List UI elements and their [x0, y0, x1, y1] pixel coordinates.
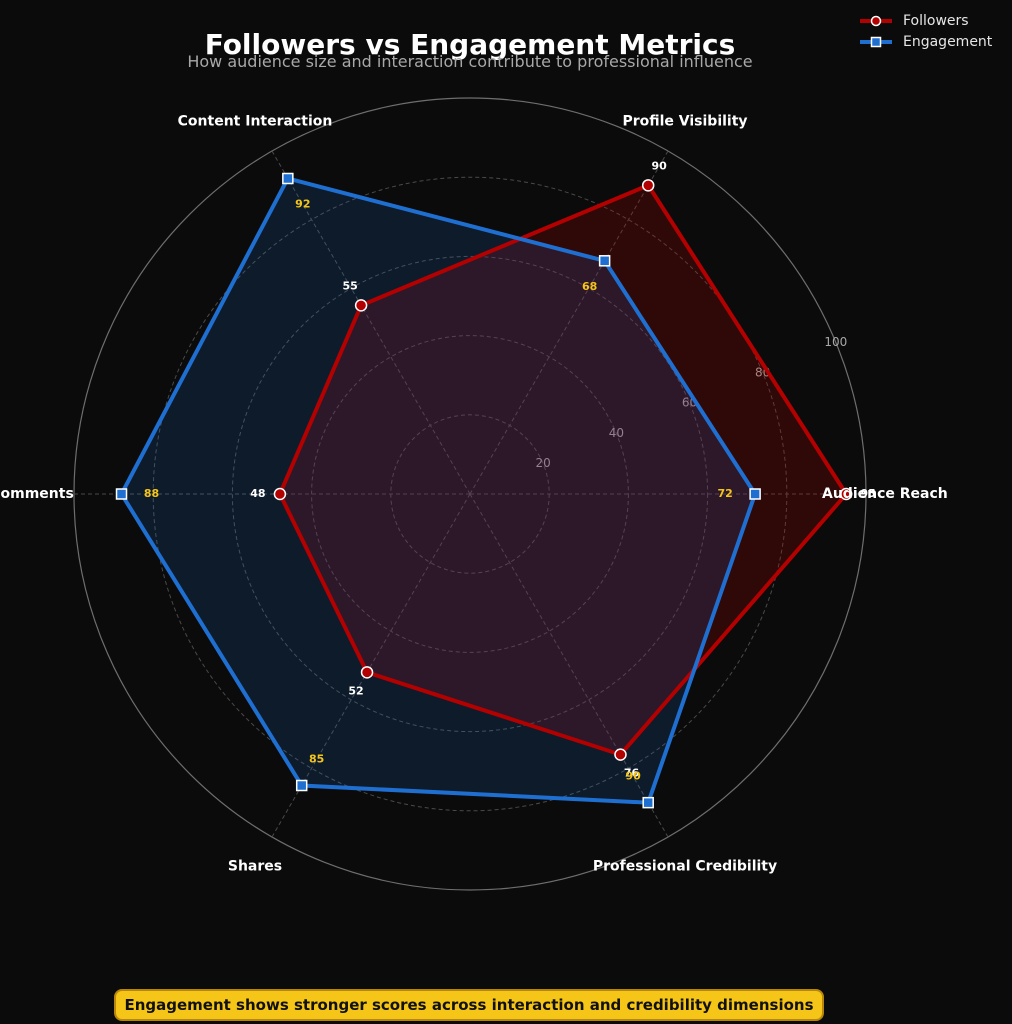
- point-followers-4: [360, 666, 374, 679]
- series-area-followers: [279, 185, 847, 755]
- category-label-comments: Comments: [0, 486, 74, 502]
- legend-item-engagement: Engagement: [858, 31, 992, 52]
- value-label-followers-3: 48: [250, 487, 265, 500]
- spoke-5: [469, 493, 669, 838]
- point-engagement-4: [295, 779, 308, 792]
- point-followers-0: [839, 487, 853, 501]
- value-label-engagement-2: 92: [295, 197, 310, 210]
- value-label-followers-5: 76: [624, 767, 640, 780]
- value-label-engagement-4: 85: [309, 753, 324, 766]
- radial-tick-label-100: 100: [824, 335, 847, 349]
- point-followers-5: [614, 748, 627, 761]
- point-engagement-5: [642, 796, 654, 809]
- radial-tick-label-20: 20: [536, 456, 551, 470]
- value-label-followers-0: 95: [861, 487, 876, 500]
- value-label-engagement-5: 90: [626, 770, 642, 783]
- grid-circle-60: [231, 255, 709, 733]
- point-followers-2: [354, 299, 368, 312]
- point-engagement-3: [115, 488, 128, 500]
- point-followers-1: [641, 179, 655, 192]
- category-label-profile-visibility: Profile Visibility: [622, 114, 747, 130]
- value-label-engagement-1: 68: [582, 280, 597, 293]
- chart-subtitle: How audience size and interaction contri…: [187, 52, 753, 71]
- value-label-followers-4: 52: [348, 684, 363, 697]
- legend: Followers Engagement: [858, 10, 992, 52]
- annotation-box: Engagement shows stronger scores across …: [114, 989, 824, 1021]
- category-label-professional-credibility: Professional Credibility: [593, 858, 777, 874]
- legend-item-followers: Followers: [858, 10, 992, 31]
- value-label-engagement-3: 88: [144, 487, 159, 500]
- series-area-engagement: [121, 178, 756, 803]
- category-label-shares: Shares: [228, 858, 282, 874]
- point-engagement-1: [598, 255, 611, 267]
- value-label-followers-2: 55: [342, 279, 357, 292]
- category-label-content-interaction: Content Interaction: [178, 114, 333, 130]
- category-label-audience-reach: Audience Reach: [822, 486, 948, 502]
- legend-label-engagement: Engagement: [903, 33, 993, 50]
- value-label-followers-1: 90: [652, 159, 668, 172]
- point-followers-3: [273, 487, 287, 501]
- spoke-2: [271, 150, 471, 495]
- legend-engagement-marker: [860, 36, 892, 47]
- legend-label-followers: Followers: [903, 12, 969, 29]
- grid-circle-40: [311, 335, 629, 653]
- legend-followers-marker: [860, 15, 892, 26]
- point-engagement-0: [749, 488, 761, 500]
- value-label-engagement-0: 72: [717, 487, 732, 500]
- point-engagement-2: [282, 172, 294, 185]
- chart-title: Followers vs Engagement Metrics: [204, 28, 736, 61]
- radial-tick-label-40: 40: [609, 426, 624, 440]
- spoke-1: [469, 150, 669, 495]
